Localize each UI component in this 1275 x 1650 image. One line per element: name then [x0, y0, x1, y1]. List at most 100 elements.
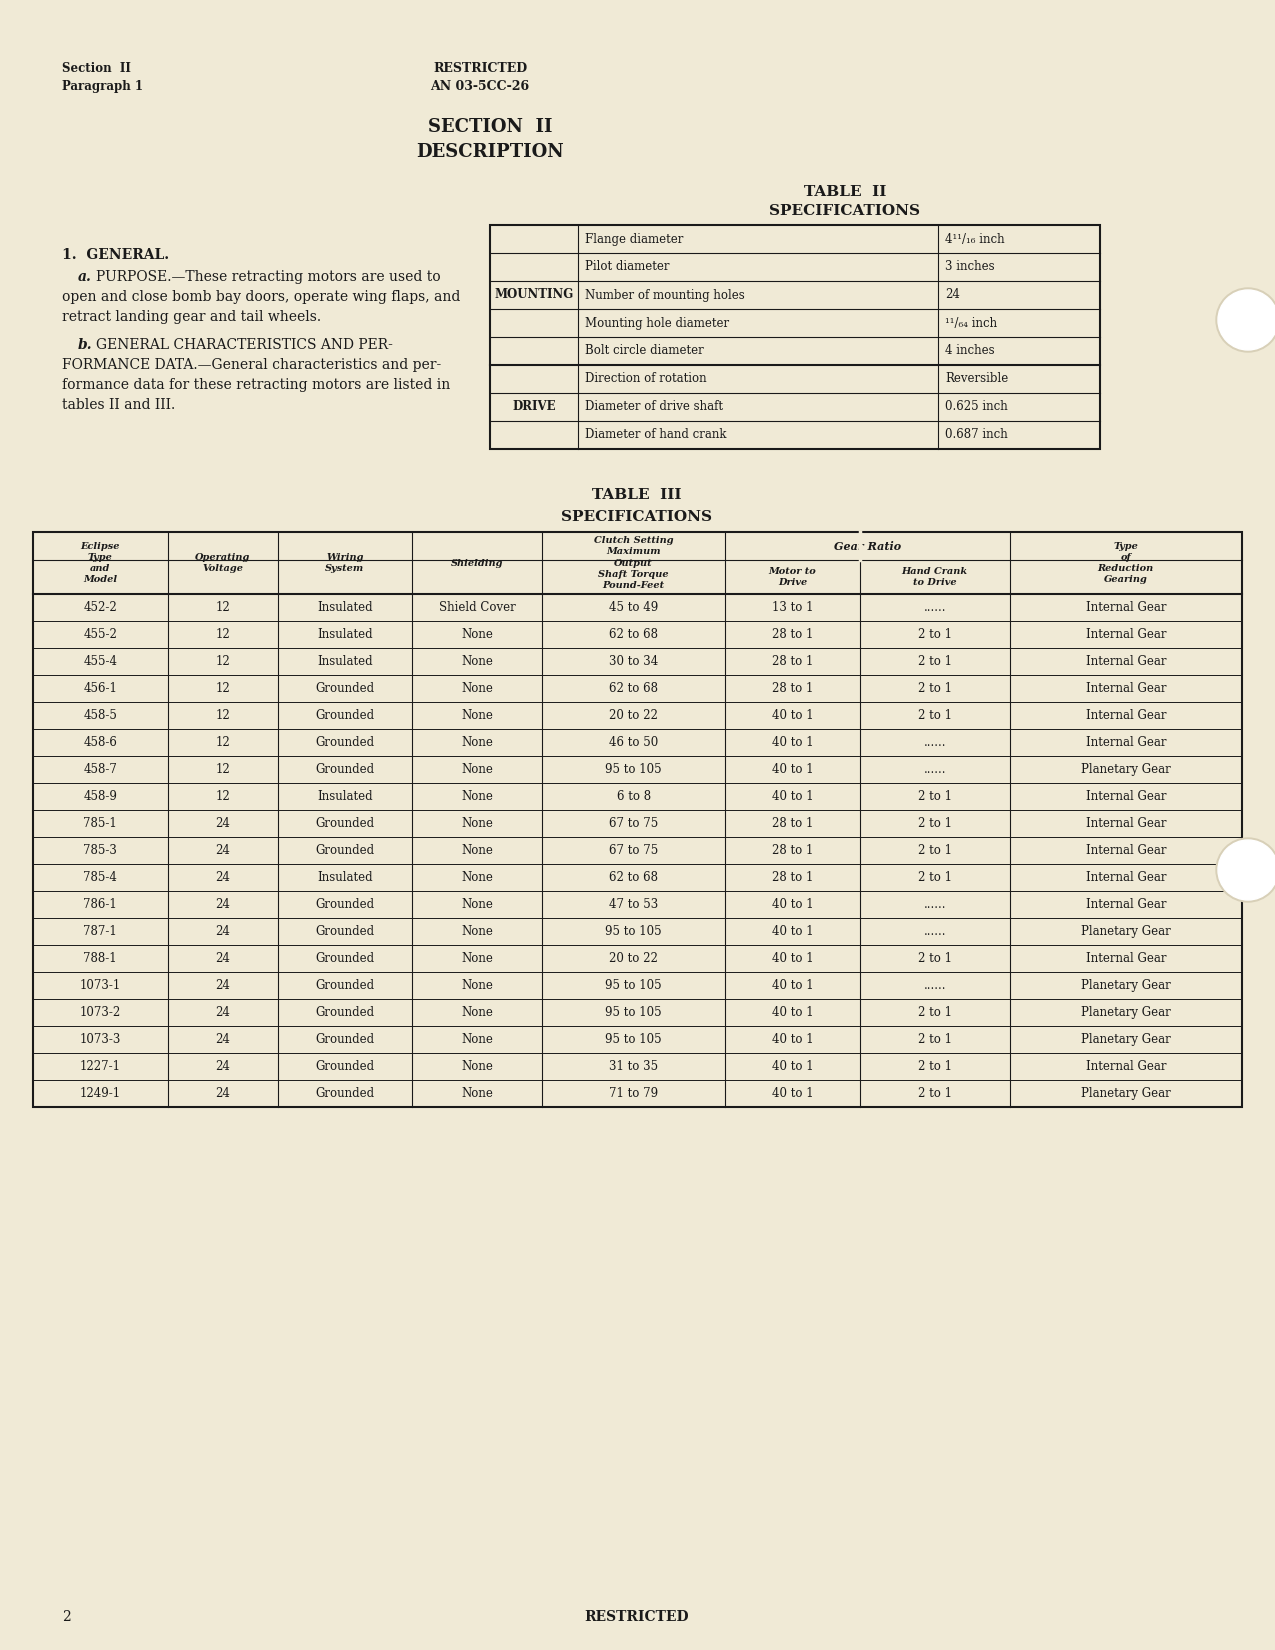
Text: tables II and III.: tables II and III.: [62, 398, 175, 412]
Text: 455-2: 455-2: [83, 629, 117, 640]
Text: Motor to
Drive: Motor to Drive: [769, 568, 816, 587]
Text: 40 to 1: 40 to 1: [771, 710, 813, 723]
Text: PURPOSE.—These retracting motors are used to: PURPOSE.—These retracting motors are use…: [96, 271, 441, 284]
Text: RESTRICTED: RESTRICTED: [585, 1610, 690, 1624]
Text: 2 to 1: 2 to 1: [918, 952, 951, 965]
Text: 3 inches: 3 inches: [945, 261, 994, 274]
Text: Grounded: Grounded: [315, 817, 375, 830]
Text: 785-4: 785-4: [83, 871, 117, 884]
Text: None: None: [462, 871, 493, 884]
Text: 2 to 1: 2 to 1: [918, 710, 951, 723]
Text: 67 to 75: 67 to 75: [609, 817, 658, 830]
Text: 24: 24: [215, 1059, 230, 1072]
Text: Planetary Gear: Planetary Gear: [1081, 1006, 1170, 1020]
Text: 12: 12: [215, 629, 230, 640]
Text: b.: b.: [78, 338, 93, 351]
Text: 785-1: 785-1: [83, 817, 117, 830]
Text: None: None: [462, 817, 493, 830]
Text: 2: 2: [62, 1610, 70, 1624]
Circle shape: [1216, 289, 1275, 351]
Text: 40 to 1: 40 to 1: [771, 898, 813, 911]
Text: 2 to 1: 2 to 1: [918, 681, 951, 695]
Text: Grounded: Grounded: [315, 710, 375, 723]
Text: None: None: [462, 1087, 493, 1101]
Text: SECTION  II: SECTION II: [427, 119, 552, 135]
Circle shape: [1218, 290, 1275, 350]
Text: Flange diameter: Flange diameter: [585, 233, 683, 246]
Text: 40 to 1: 40 to 1: [771, 736, 813, 749]
Text: 24: 24: [215, 845, 230, 856]
Text: None: None: [462, 736, 493, 749]
Text: 455-4: 455-4: [83, 655, 117, 668]
Text: None: None: [462, 762, 493, 776]
Text: GENERAL CHARACTERISTICS AND PER-: GENERAL CHARACTERISTICS AND PER-: [96, 338, 393, 351]
Text: 2 to 1: 2 to 1: [918, 1059, 951, 1072]
Text: 40 to 1: 40 to 1: [771, 790, 813, 804]
Text: Planetary Gear: Planetary Gear: [1081, 1033, 1170, 1046]
Text: 62 to 68: 62 to 68: [609, 871, 658, 884]
Text: 1249-1: 1249-1: [80, 1087, 121, 1101]
Text: 24: 24: [215, 1033, 230, 1046]
Text: 24: 24: [945, 289, 960, 302]
Bar: [33, 531, 1242, 1107]
Text: 40 to 1: 40 to 1: [771, 762, 813, 776]
Text: 0.625 inch: 0.625 inch: [945, 401, 1007, 414]
Text: 40 to 1: 40 to 1: [771, 952, 813, 965]
Text: 1.  GENERAL.: 1. GENERAL.: [62, 248, 170, 262]
Text: 45 to 49: 45 to 49: [609, 601, 658, 614]
Text: ......: ......: [923, 736, 946, 749]
Text: 95 to 105: 95 to 105: [606, 1033, 662, 1046]
Text: None: None: [462, 655, 493, 668]
Text: 24: 24: [215, 871, 230, 884]
Text: Type
of
Reduction
Gearing: Type of Reduction Gearing: [1098, 541, 1154, 584]
Text: 786-1: 786-1: [83, 898, 117, 911]
Text: Operating
Voltage: Operating Voltage: [195, 553, 250, 573]
Text: Wiring
System: Wiring System: [325, 553, 365, 573]
Text: 40 to 1: 40 to 1: [771, 1087, 813, 1101]
Text: Paragraph 1: Paragraph 1: [62, 79, 143, 92]
Text: Eclipse
Type
and
Model: Eclipse Type and Model: [80, 541, 120, 584]
Text: Grounded: Grounded: [315, 1059, 375, 1072]
Text: 12: 12: [215, 710, 230, 723]
Text: 2 to 1: 2 to 1: [918, 845, 951, 856]
Text: Shield Cover: Shield Cover: [439, 601, 515, 614]
Text: Grounded: Grounded: [315, 1033, 375, 1046]
Text: ......: ......: [923, 926, 946, 937]
Text: 785-3: 785-3: [83, 845, 117, 856]
Text: Grounded: Grounded: [315, 681, 375, 695]
Text: 13 to 1: 13 to 1: [771, 601, 813, 614]
Text: Grounded: Grounded: [315, 926, 375, 937]
Text: ¹¹/₆₄ inch: ¹¹/₆₄ inch: [945, 317, 997, 330]
Text: Insulated: Insulated: [317, 629, 372, 640]
Text: 12: 12: [215, 762, 230, 776]
Text: None: None: [462, 978, 493, 992]
Text: Reversible: Reversible: [945, 373, 1009, 386]
Text: Planetary Gear: Planetary Gear: [1081, 978, 1170, 992]
Text: 40 to 1: 40 to 1: [771, 1006, 813, 1020]
Text: AN 03-5CC-26: AN 03-5CC-26: [431, 79, 529, 92]
Text: 2 to 1: 2 to 1: [918, 1006, 951, 1020]
Text: Planetary Gear: Planetary Gear: [1081, 926, 1170, 937]
Text: 47 to 53: 47 to 53: [609, 898, 658, 911]
Text: Insulated: Insulated: [317, 655, 372, 668]
Text: None: None: [462, 926, 493, 937]
Text: Diameter of hand crank: Diameter of hand crank: [585, 429, 727, 442]
Text: 46 to 50: 46 to 50: [609, 736, 658, 749]
Text: Internal Gear: Internal Gear: [1085, 898, 1167, 911]
Text: SPECIFICATIONS: SPECIFICATIONS: [561, 510, 713, 525]
Text: Insulated: Insulated: [317, 601, 372, 614]
Text: 24: 24: [215, 978, 230, 992]
Text: Internal Gear: Internal Gear: [1085, 1059, 1167, 1072]
Text: 12: 12: [215, 681, 230, 695]
Text: 24: 24: [215, 898, 230, 911]
Text: retract landing gear and tail wheels.: retract landing gear and tail wheels.: [62, 310, 321, 323]
Text: MOUNTING: MOUNTING: [495, 289, 574, 302]
Text: Hand Crank
to Drive: Hand Crank to Drive: [901, 568, 968, 587]
Text: Grounded: Grounded: [315, 1087, 375, 1101]
Text: 1073-2: 1073-2: [79, 1006, 121, 1020]
Text: Mounting hole diameter: Mounting hole diameter: [585, 317, 729, 330]
Text: Internal Gear: Internal Gear: [1085, 655, 1167, 668]
Text: open and close bomb bay doors, operate wing flaps, and: open and close bomb bay doors, operate w…: [62, 290, 460, 304]
Text: None: None: [462, 1033, 493, 1046]
Text: 62 to 68: 62 to 68: [609, 629, 658, 640]
